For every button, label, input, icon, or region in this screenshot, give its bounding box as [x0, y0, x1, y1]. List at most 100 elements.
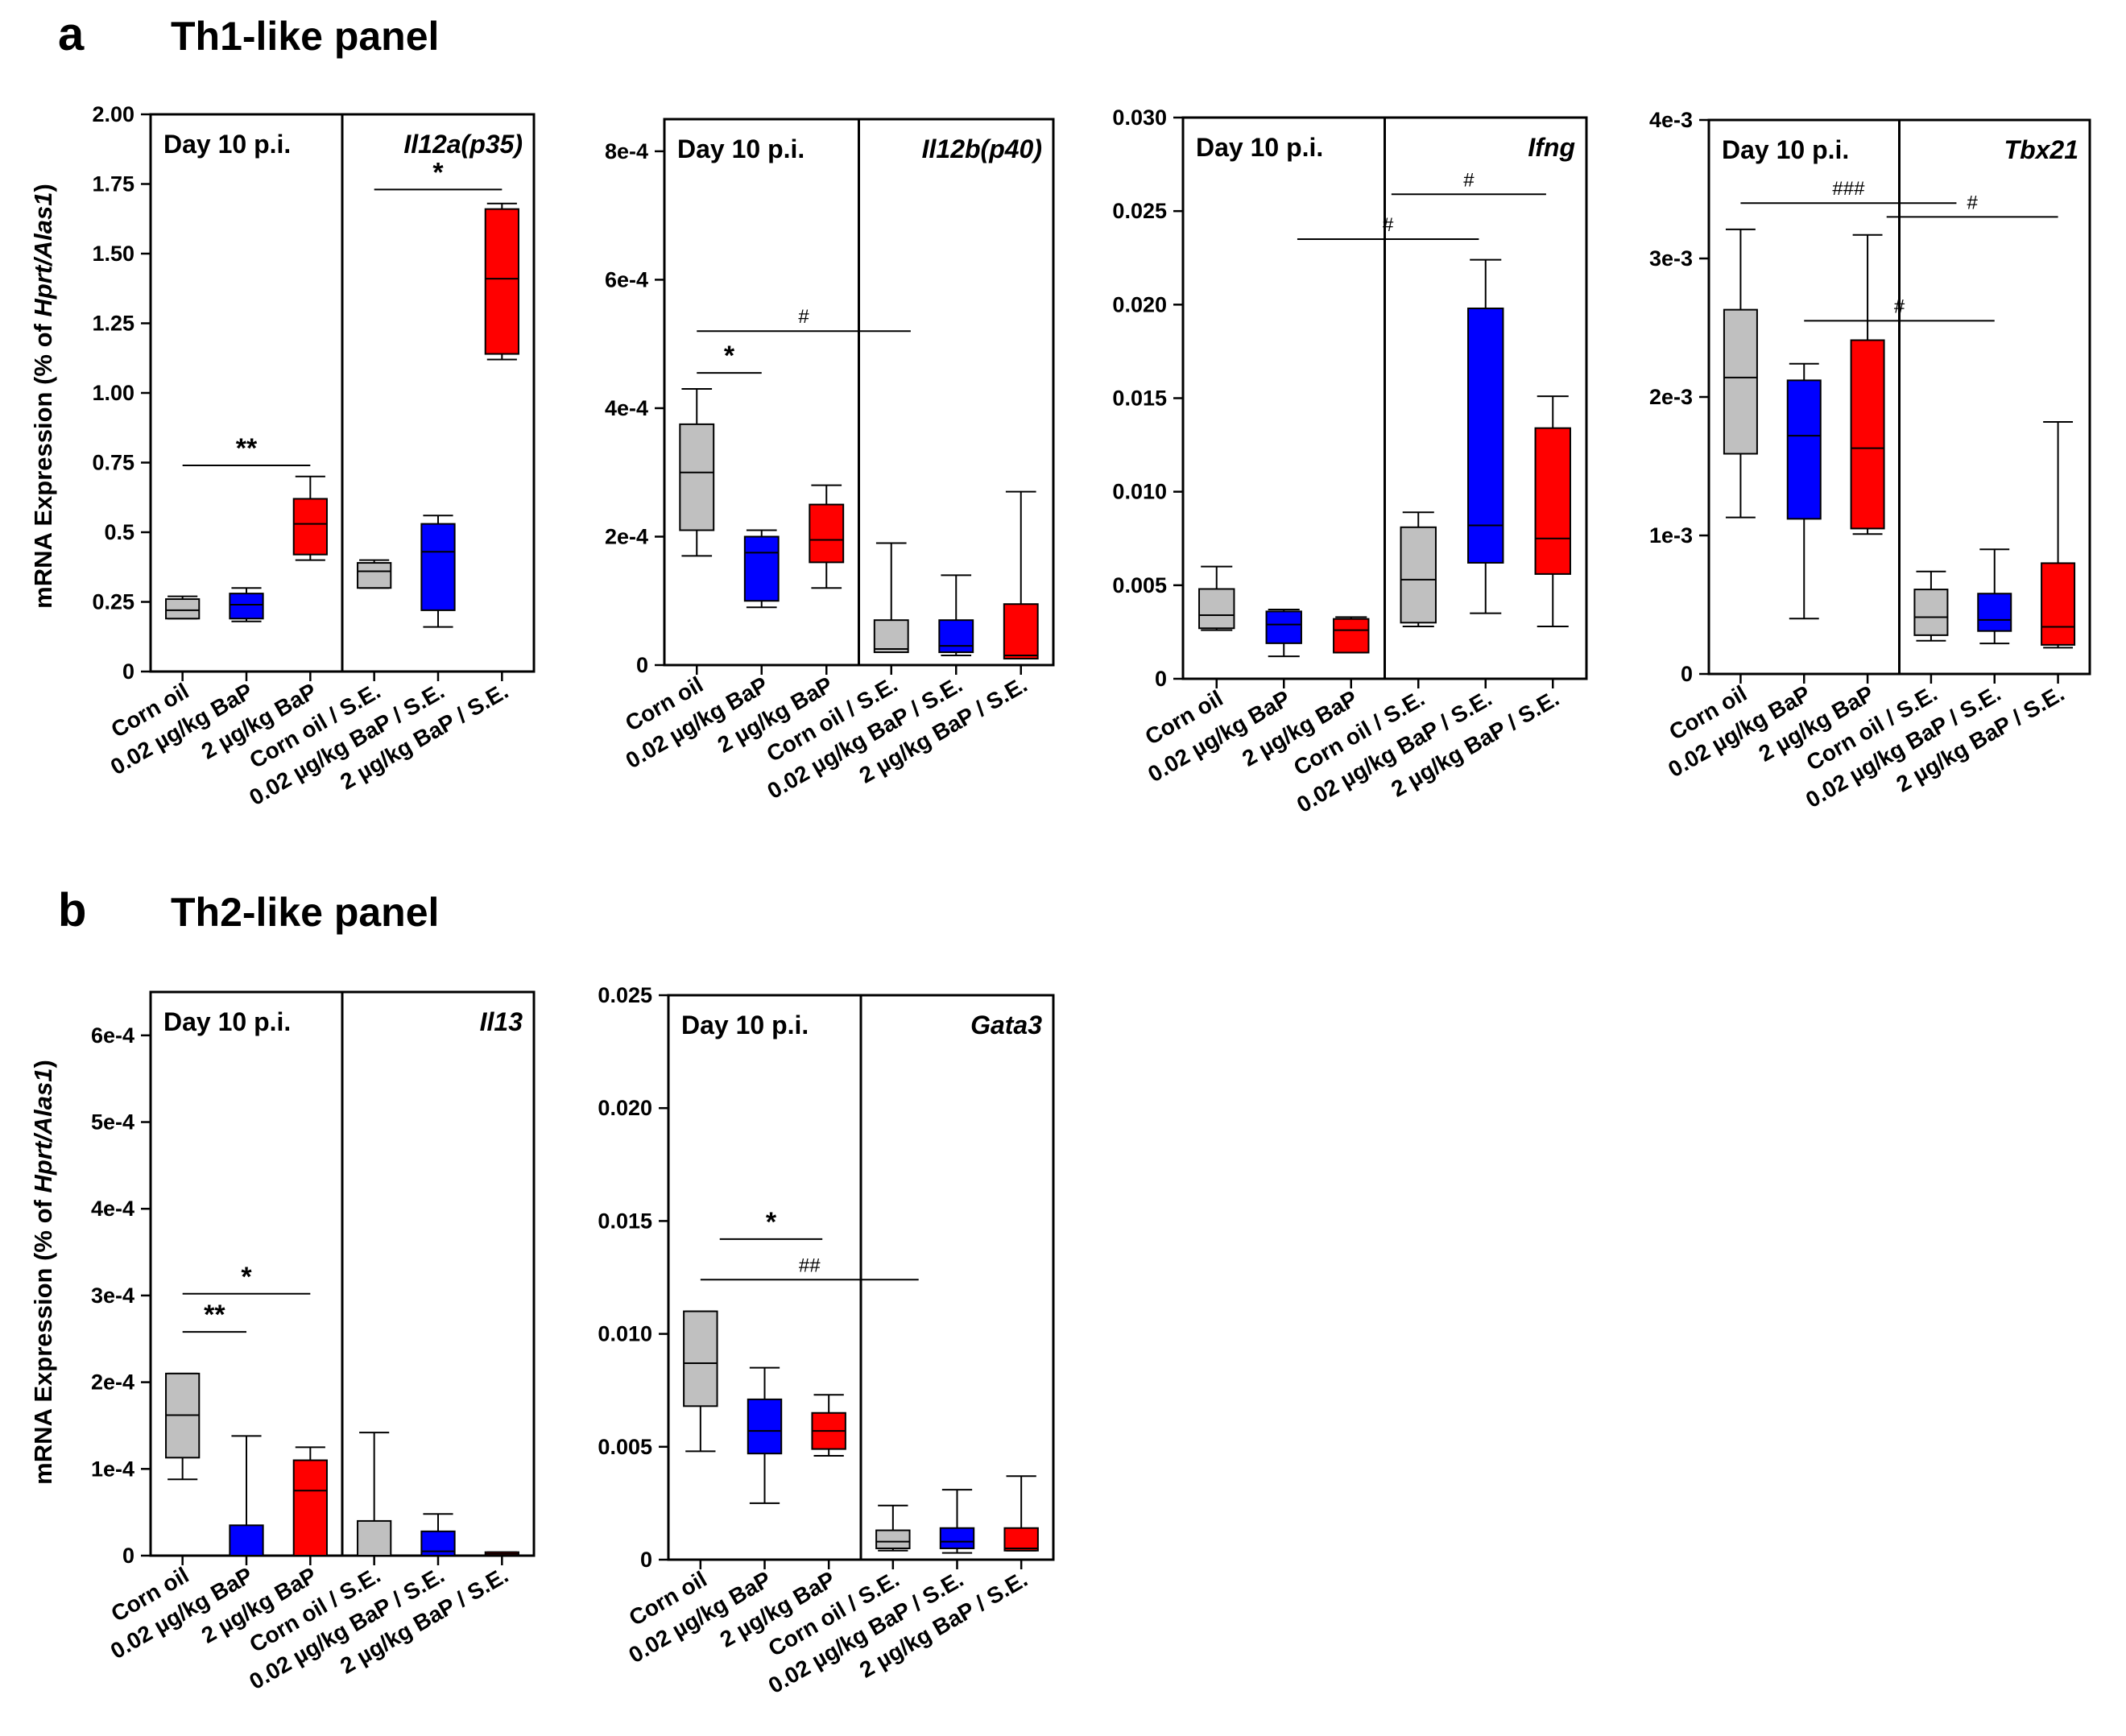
significance-label: #	[1463, 169, 1475, 191]
significance-label: ##	[799, 1254, 821, 1276]
gene-title: Gata3	[970, 1011, 1042, 1040]
significance-label: *	[241, 1262, 252, 1292]
box-2	[1333, 618, 1370, 654]
box-3	[875, 1529, 911, 1549]
y-tick-label: 2e-3	[1649, 385, 1693, 409]
y-tick-label: 3e-4	[91, 1283, 134, 1308]
significance-label: **	[236, 433, 258, 464]
y-tick-label: 1.75	[92, 172, 134, 196]
box-0	[683, 1310, 718, 1407]
period-label: Day 10 p.i.	[1196, 133, 1323, 162]
significance-label: #	[1383, 214, 1394, 236]
box-3	[1913, 589, 1949, 636]
box-5	[1003, 1527, 1039, 1552]
gene-title: Il12b(p40)	[922, 134, 1042, 163]
significance-label: ###	[1832, 178, 1865, 200]
panel-a-letter: a	[58, 8, 85, 60]
box-2	[809, 503, 845, 564]
y-tick-label: 2e-4	[605, 524, 648, 548]
period-label: Day 10 p.i.	[677, 134, 804, 163]
ylabel-prefix: mRNA Expression (% of	[29, 1193, 57, 1485]
period-label: Day 10 p.i.	[681, 1011, 809, 1040]
box-4	[939, 1527, 975, 1549]
y-tick-label: 4e-3	[1649, 108, 1693, 132]
gene-title: Il13	[480, 1007, 523, 1036]
y-tick-label: 1.00	[92, 381, 134, 405]
panel-a-title: Th1-like panel	[171, 14, 439, 59]
box-3	[357, 562, 392, 589]
box-1	[1786, 379, 1822, 520]
box-4	[938, 619, 974, 654]
y-tick-label: 0.005	[1112, 573, 1167, 597]
y-tick-label: 0.025	[1112, 199, 1167, 223]
y-tick-label: 0.015	[1112, 386, 1167, 411]
box-0	[1723, 308, 1758, 455]
box-5	[1534, 427, 1571, 575]
significance-label: **	[204, 1300, 225, 1330]
significance-label: *	[766, 1207, 777, 1238]
box-1	[229, 1524, 264, 1557]
box-1	[229, 593, 264, 620]
ylabel-panel-a: mRNA Expression (% of Hprt/Alas1)	[29, 184, 57, 609]
box-0	[1198, 588, 1235, 630]
y-tick-label: 1e-3	[1649, 523, 1693, 548]
significance-label: #	[1894, 296, 1905, 317]
y-tick-label: 0.025	[598, 983, 652, 1007]
period-label: Day 10 p.i.	[163, 1007, 291, 1036]
y-tick-label: 0.030	[1112, 105, 1167, 130]
significance-label: *	[724, 341, 735, 371]
y-tick-label: 0	[1155, 667, 1167, 691]
gene-title: Ifng	[1528, 133, 1575, 162]
panel-b-title: Th2-like panel	[171, 890, 439, 935]
y-tick-label: 4e-4	[91, 1197, 134, 1221]
box-3	[357, 1519, 392, 1557]
significance-label: #	[1967, 192, 1978, 213]
y-tick-label: 0.010	[1112, 480, 1167, 504]
box-5	[1003, 603, 1039, 660]
ylabel-italic: Hprt/Alas1	[29, 1068, 57, 1192]
box-2	[292, 498, 328, 556]
ylabel-suffix: )	[29, 1060, 57, 1068]
y-tick-label: 0.25	[92, 590, 134, 614]
period-label: Day 10 p.i.	[1722, 135, 1849, 164]
gene-title: Il12a(p35)	[403, 130, 523, 159]
ylabel-suffix: )	[29, 184, 57, 192]
box-5	[484, 208, 519, 355]
y-tick-label: 2e-4	[91, 1370, 134, 1395]
box-2	[1850, 339, 1885, 530]
box-4	[420, 523, 456, 611]
box-0	[165, 598, 201, 620]
y-tick-label: 0.5	[104, 520, 134, 544]
panel-b-letter: b	[58, 884, 86, 936]
box-0	[679, 423, 715, 531]
y-tick-label: 1.50	[92, 242, 134, 266]
box-1	[743, 535, 780, 602]
box-1	[1265, 610, 1302, 644]
ylabel-italic: Hprt/Alas1	[29, 192, 57, 316]
gene-title: Tbx21	[2004, 135, 2078, 164]
box-4	[1467, 307, 1504, 564]
y-tick-label: 0	[122, 659, 134, 684]
period-label: Day 10 p.i.	[163, 130, 291, 159]
y-tick-label: 0.015	[598, 1209, 652, 1233]
ylabel-panel-b: mRNA Expression (% of Hprt/Alas1)	[29, 1060, 57, 1485]
y-tick-label: 0.75	[92, 451, 134, 475]
significance-label: #	[798, 306, 809, 328]
y-tick-label: 0	[122, 1544, 134, 1568]
ylabel-prefix: mRNA Expression (% of	[29, 317, 57, 609]
box-3	[1400, 526, 1437, 624]
y-tick-label: 1.25	[92, 312, 134, 336]
y-tick-label: 0	[1681, 662, 1693, 686]
y-tick-label: 2.00	[92, 102, 134, 126]
box-3	[873, 619, 909, 654]
y-tick-label: 6e-4	[605, 267, 648, 291]
y-tick-label: 4e-4	[605, 396, 648, 420]
box-1	[747, 1398, 783, 1455]
